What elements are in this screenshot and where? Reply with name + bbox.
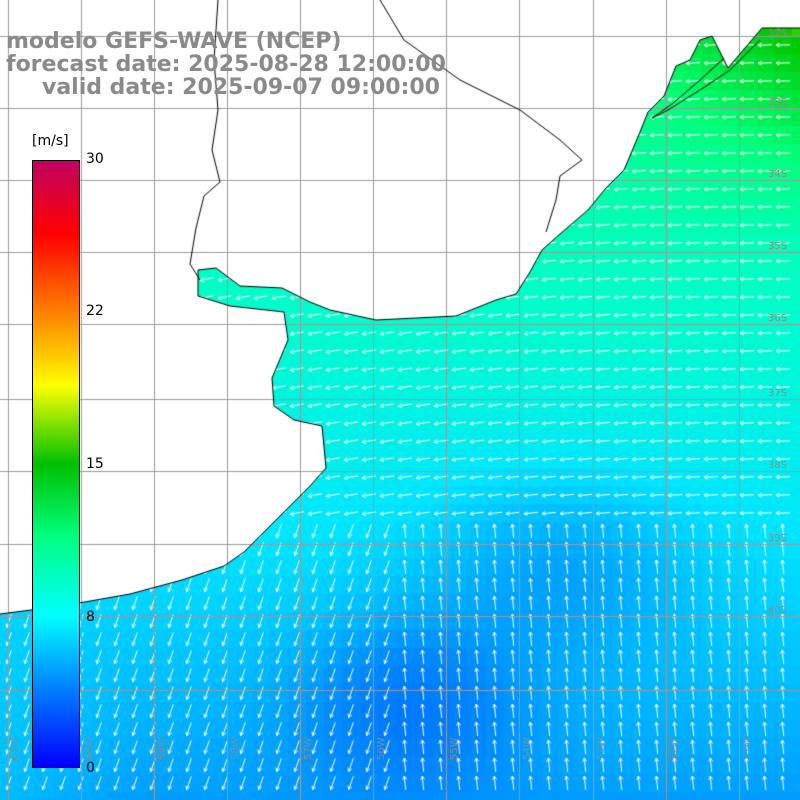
lon-label-52w: 52W	[669, 737, 680, 760]
lon-label-51w: 51W	[742, 737, 753, 760]
colorbar-tick-30: 30	[86, 151, 104, 167]
lon-label-54w: 54W	[522, 737, 533, 760]
lat-label-39s: 39S	[768, 533, 788, 544]
title-model: modelo GEFS-WAVE (NCEP)	[6, 29, 342, 54]
lat-label-34s: 34S	[768, 169, 788, 180]
lon-label-56w: 56W	[376, 737, 387, 760]
colorbar-units: [m/s]	[32, 133, 69, 149]
title-forecast-date: forecast date: 2025-08-28 12:00:00	[6, 52, 446, 77]
lat-label-35s: 35S	[768, 241, 788, 252]
lon-label-61w: 61W	[10, 737, 21, 760]
lat-label-38s: 38S	[768, 460, 788, 471]
lat-label-33s: 33S	[768, 97, 788, 108]
title-valid-date: valid date: 2025-09-07 09:00:00	[42, 75, 440, 100]
colorbar-tick-22: 22	[86, 303, 104, 319]
lat-label-40s: 40S	[768, 605, 788, 616]
lat-label-32s: 32S	[768, 28, 788, 39]
colorbar	[32, 160, 80, 768]
lat-label-36s: 36S	[768, 313, 788, 324]
lat-label-37s: 37S	[768, 388, 788, 399]
lon-label-55w: 55W	[449, 737, 460, 760]
lon-label-60w: 60W	[84, 737, 95, 760]
lon-label-59w: 59W	[157, 737, 168, 760]
colorbar-tick-15: 15	[86, 456, 104, 472]
lon-label-58w: 58W	[230, 737, 241, 760]
colorbar-tick-0: 0	[86, 760, 95, 776]
colorbar-tick-8: 8	[86, 609, 95, 625]
lon-label-53w: 53W	[596, 737, 607, 760]
lon-label-57w: 57W	[303, 737, 314, 760]
